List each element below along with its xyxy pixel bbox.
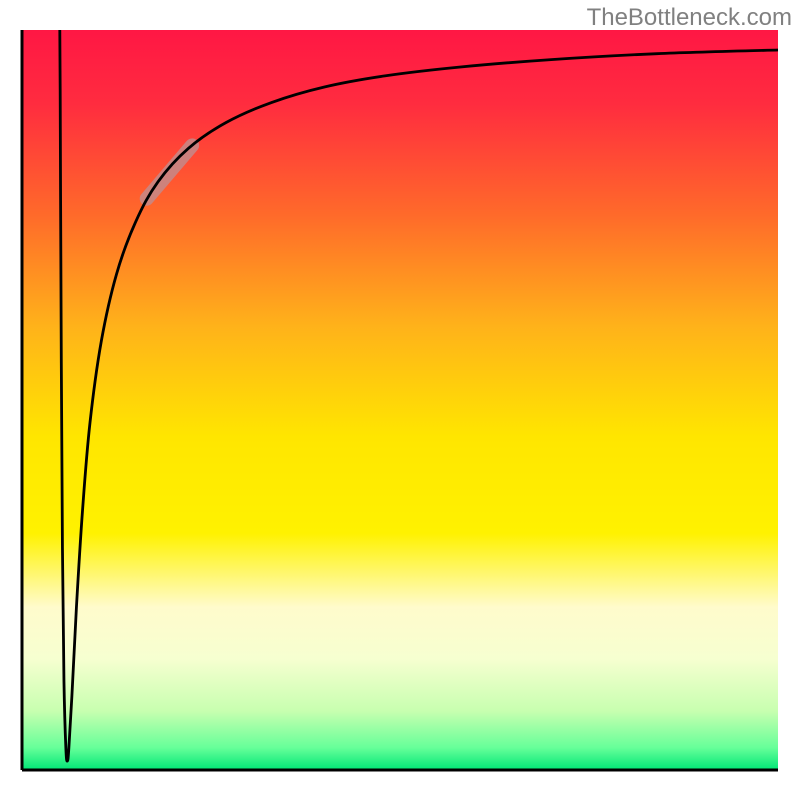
watermark-text: TheBottleneck.com — [587, 4, 792, 32]
bottleneck-curve-chart — [0, 0, 800, 800]
chart-container: TheBottleneck.com — [0, 0, 800, 800]
plot-background — [22, 30, 778, 770]
